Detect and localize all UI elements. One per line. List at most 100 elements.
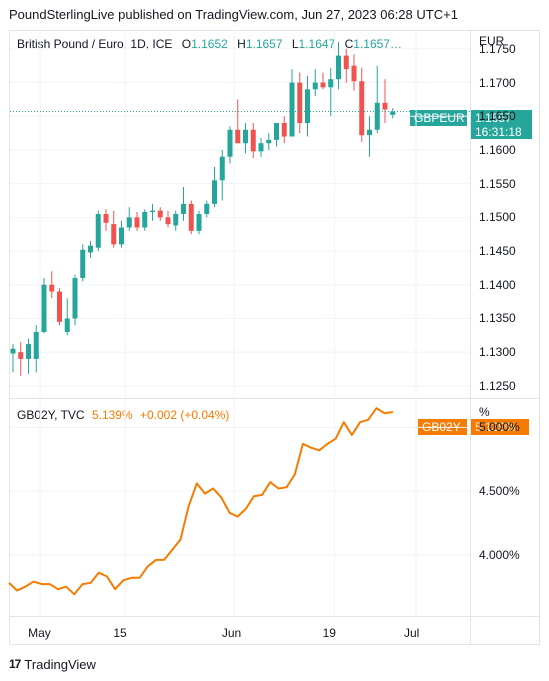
gbpeur-symbol-tag: GBPEUR: [410, 110, 467, 126]
price-axis-border: [470, 30, 471, 645]
pane-separator: [9, 398, 540, 399]
legend-low-value: 1.1647: [298, 37, 336, 51]
price-tick-label: 1.1500: [479, 210, 516, 225]
candle-body: [173, 214, 179, 226]
candle-body: [359, 81, 365, 136]
yield-tick-label: 4.500%: [479, 484, 520, 499]
candle-body: [196, 214, 202, 231]
yield-tick-label: 4.000%: [479, 547, 520, 562]
candle-body: [312, 82, 318, 90]
candle-body: [281, 123, 287, 137]
candle-body: [250, 129, 256, 152]
time-tick-label: May: [28, 626, 51, 640]
candle-body: [157, 210, 163, 218]
candle-body: [188, 203, 194, 231]
candle-body: [150, 210, 155, 212]
legend-high-value: 1.1657: [245, 37, 283, 51]
candle-body: [181, 203, 186, 214]
yield-axis-unit: %: [479, 405, 490, 419]
yield-line: [8, 407, 393, 596]
candle-body: [88, 245, 93, 253]
tradingview-brand: TradingView: [24, 656, 96, 672]
price-tick-label: 1.1350: [479, 311, 516, 326]
candle-body: [382, 102, 388, 110]
legend-high-key: H: [237, 37, 246, 51]
candle-body: [343, 55, 349, 70]
price-tick-label: 1.1650: [479, 109, 516, 124]
legend-low-key: L: [291, 37, 299, 51]
gbpeur-price-value: 1.1657: [475, 111, 512, 125]
tradingview-logo-icon: 17: [9, 657, 21, 671]
candle-body: [119, 227, 124, 245]
price-legend: British Pound / Euro, 1D, ICE O1.1652 H1…: [17, 36, 402, 52]
price-tick-label: 1.1700: [479, 75, 516, 90]
candle-body: [18, 352, 24, 359]
candle-body: [80, 249, 86, 279]
candle-body: [274, 123, 279, 140]
yield-legend-value: 5.139%: [91, 408, 133, 422]
candle-body: [10, 348, 16, 354]
candle-body: [64, 318, 70, 332]
price-tick-label: 1.1600: [479, 142, 516, 157]
time-axis-border: [9, 616, 540, 617]
time-tick-label: Jul: [404, 626, 420, 640]
candle-body: [111, 224, 117, 245]
candle-body: [367, 129, 372, 136]
candle-body: [374, 102, 380, 130]
time-tick-label: Jun: [221, 626, 242, 640]
tradingview-footer[interactable]: 17 TradingView: [9, 655, 96, 673]
candle-body: [57, 291, 62, 322]
candle-body: [351, 65, 357, 82]
candle-body: [142, 211, 148, 228]
gbpeur-price-tag: 1.1657 16:31:18: [471, 110, 532, 139]
candle-body: [126, 217, 132, 228]
yield-legend-change: +0.002 (+0.04%): [139, 408, 230, 422]
yield-legend: GB02Y, TVC 5.139% +0.002 (+0.04%): [17, 407, 229, 423]
price-tick-label: 1.1550: [479, 176, 516, 191]
yield-tick-label: 5.000%: [479, 420, 520, 435]
candle-body: [95, 214, 101, 248]
candle-body: [336, 55, 341, 80]
legend-open-key: O: [181, 37, 192, 51]
price-legend-symbol: British Pound / Euro, 1D, ICE: [17, 37, 173, 51]
candle-body: [390, 111, 396, 115]
candle-body: [235, 129, 241, 144]
candle-body: [227, 129, 233, 157]
legend-open-value: 1.1652: [191, 37, 228, 51]
candle-body: [33, 331, 39, 359]
candle-body: [258, 143, 264, 152]
candle-body: [49, 284, 55, 292]
candle-body: [305, 89, 310, 124]
gbpeur-countdown: 16:31:18: [475, 125, 522, 139]
price-tick-label: 1.1400: [479, 277, 516, 292]
candle-body: [134, 217, 140, 228]
candle-body: [41, 284, 47, 332]
candle-body: [243, 129, 248, 144]
candle-body: [165, 217, 171, 225]
yield-legend-symbol: GB02Y, TVC: [17, 408, 85, 422]
publish-header: PoundSterlingLive published on TradingVi…: [9, 7, 458, 22]
candle-body: [103, 214, 109, 223]
candle-body: [320, 82, 326, 88]
legend-close-key: C: [344, 37, 354, 51]
chart-frame[interactable]: [9, 30, 540, 645]
candle-body: [212, 180, 217, 204]
candle-body: [328, 79, 334, 88]
candle-body: [297, 82, 303, 124]
candle-body: [219, 156, 225, 181]
legend-close-value: 1.1657…: [353, 37, 402, 51]
price-tick-label: 1.1250: [479, 378, 516, 393]
candle-body: [289, 82, 295, 137]
candle-body: [266, 139, 272, 144]
candle-body: [204, 203, 210, 214]
time-tick-label: 15: [113, 626, 127, 640]
price-tick-label: 1.1300: [479, 345, 516, 360]
price-tick-label: 1.1450: [479, 244, 516, 259]
candle-body: [72, 278, 78, 319]
gb02y-value-tag: 5.139%: [471, 419, 529, 435]
time-tick-label: 19: [322, 626, 336, 640]
price-axis-unit: EUR: [479, 34, 505, 48]
candle-body: [26, 344, 31, 359]
price-tick-label: 1.1750: [479, 41, 516, 56]
